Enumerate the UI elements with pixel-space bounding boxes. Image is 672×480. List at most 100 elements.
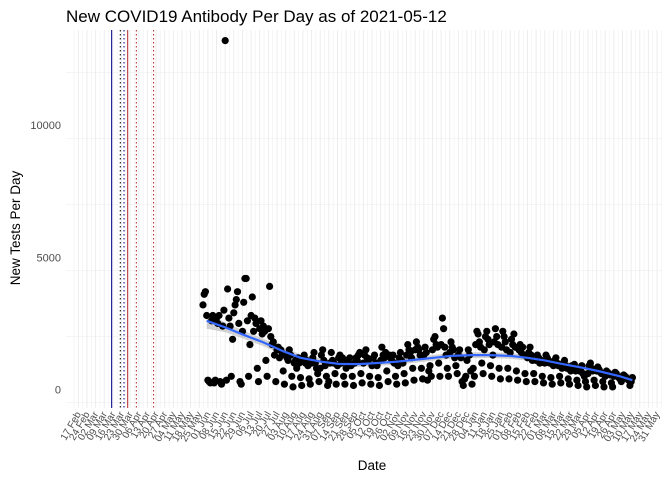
data-point <box>222 376 230 384</box>
data-point <box>310 348 318 357</box>
data-point <box>319 346 327 354</box>
data-point <box>547 374 555 382</box>
data-point <box>357 370 365 378</box>
chart-title: New COVID19 Antibody Per Day as of 2021-… <box>66 7 447 26</box>
data-point <box>486 362 495 370</box>
data-point <box>243 317 251 325</box>
data-point <box>332 380 340 388</box>
data-point <box>522 378 530 386</box>
data-point <box>480 346 488 354</box>
data-point <box>488 372 496 380</box>
y-tick-label: 10000 <box>30 120 61 132</box>
reference-lines <box>111 30 155 408</box>
data-point <box>370 351 379 359</box>
data-point <box>349 381 358 390</box>
data-point <box>396 348 404 357</box>
data-point <box>531 378 539 386</box>
data-point <box>506 348 514 357</box>
data-point <box>591 381 600 390</box>
data-point <box>583 383 591 391</box>
data-point <box>440 325 448 333</box>
data-point <box>375 381 383 390</box>
data-point <box>250 327 258 335</box>
data-point <box>217 380 226 388</box>
data-point <box>296 374 305 382</box>
data-point <box>264 325 272 333</box>
data-point <box>512 367 521 375</box>
data-point <box>478 359 486 367</box>
data-point <box>456 346 464 354</box>
data-point <box>459 381 467 390</box>
smooth-curve <box>206 319 633 382</box>
data-point <box>220 306 228 314</box>
data-point <box>325 378 333 386</box>
data-point <box>443 364 451 372</box>
data-point <box>201 288 209 296</box>
data-point <box>266 282 274 290</box>
data-point <box>248 293 256 301</box>
data-point <box>298 381 306 390</box>
data-point <box>358 379 366 387</box>
data-point <box>230 309 238 317</box>
data-point <box>254 378 263 386</box>
data-point <box>288 372 296 380</box>
data-point <box>548 380 556 388</box>
data-point <box>262 356 270 364</box>
data-point <box>269 338 277 346</box>
data-point <box>393 380 401 388</box>
data-point <box>331 370 339 378</box>
data-point <box>426 362 434 370</box>
data-point <box>237 380 245 388</box>
data-point <box>346 354 354 362</box>
data-point <box>289 383 297 391</box>
data-point <box>245 372 253 380</box>
data-point <box>340 372 348 380</box>
data-point <box>383 367 391 375</box>
data-point <box>427 372 435 380</box>
data-point <box>242 274 250 283</box>
data-point <box>491 325 499 333</box>
data-point <box>253 364 261 372</box>
data-point <box>504 364 512 372</box>
data-point <box>436 372 444 380</box>
y-tick-label: 5000 <box>37 252 61 264</box>
data-point <box>389 351 397 359</box>
data-point <box>229 335 237 343</box>
data-point <box>422 348 430 357</box>
data-point <box>493 333 501 341</box>
data-point <box>479 370 487 378</box>
data-point <box>505 375 513 383</box>
data-point <box>203 311 211 320</box>
y-tick-labels: 0 5000 10000 <box>30 120 61 396</box>
data-point <box>470 372 478 380</box>
data-point <box>539 379 548 387</box>
data-point <box>272 378 280 386</box>
data-point <box>327 348 335 357</box>
data-point <box>384 378 392 386</box>
data-point <box>400 370 408 378</box>
data-point <box>557 379 565 387</box>
data-point <box>538 372 546 380</box>
data-point <box>348 372 356 380</box>
smooth-line <box>206 319 633 382</box>
data-point <box>366 372 374 380</box>
data-point <box>496 375 504 383</box>
data-point <box>410 376 418 384</box>
data-point <box>526 343 534 351</box>
data-point <box>367 380 375 388</box>
data-point <box>431 333 439 341</box>
data-point <box>199 301 207 309</box>
data-point <box>444 372 453 380</box>
data-point <box>215 311 223 320</box>
data-point <box>225 314 233 322</box>
data-point <box>510 330 518 338</box>
data-point <box>469 364 477 372</box>
data-point <box>246 341 254 349</box>
data-point <box>609 383 617 391</box>
data-point <box>435 359 443 367</box>
data-point <box>279 367 287 375</box>
data-point <box>240 298 248 306</box>
x-axis-title: Date <box>358 458 387 473</box>
